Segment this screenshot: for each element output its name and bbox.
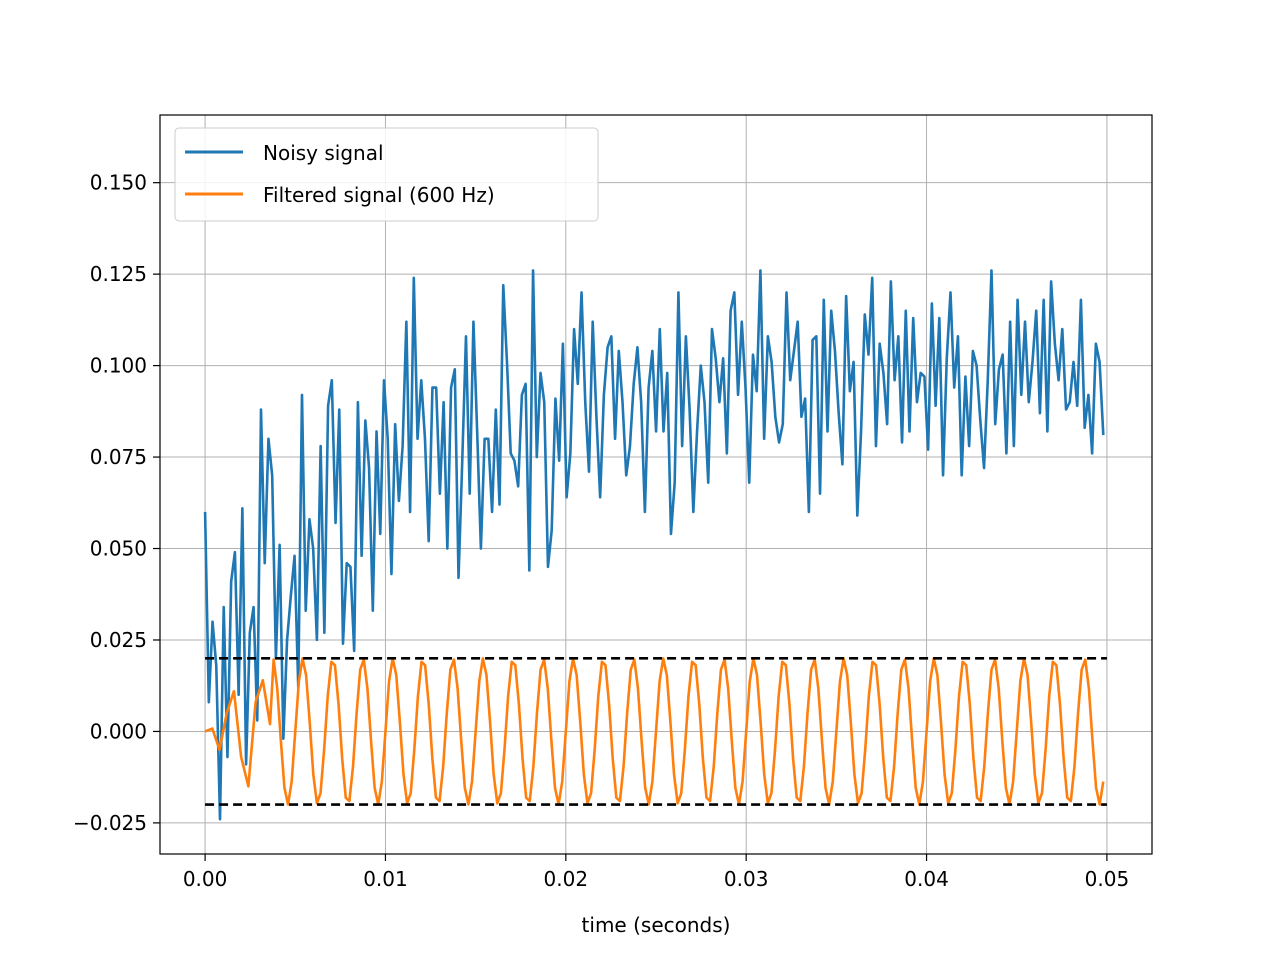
series-line-noisy-signal bbox=[203, 269, 1105, 821]
legend-label-noisy-signal: Noisy signal bbox=[263, 141, 384, 165]
axis-ticks: 0.00 0.01 0.02 0.03 0.04 0.05 −0.025 0.000 0.025… bbox=[73, 171, 1129, 891]
legend-frame bbox=[174, 127, 599, 222]
y-tick-label: 0.100 bbox=[90, 354, 147, 378]
series-area bbox=[203, 269, 1107, 821]
x-tick-label: 0.02 bbox=[544, 867, 589, 891]
x-tick-label: 0.04 bbox=[904, 867, 949, 891]
y-tick-label: 0.000 bbox=[90, 719, 147, 743]
x-tick-label: 0.05 bbox=[1085, 867, 1130, 891]
x-tick-label: 0.03 bbox=[724, 867, 769, 891]
y-tick-label: 0.150 bbox=[90, 171, 147, 195]
x-tick-label: 0.00 bbox=[183, 867, 228, 891]
legend-label-filtered-signal: Filtered signal (600 Hz) bbox=[263, 183, 495, 207]
plot-frame bbox=[159, 114, 1153, 855]
y-tick-label: −0.025 bbox=[73, 811, 147, 835]
x-tick-label: 0.01 bbox=[363, 867, 408, 891]
x-axis-label: time (seconds) bbox=[582, 913, 731, 937]
series-line-filtered-signal bbox=[204, 657, 1105, 806]
legend: Noisy signal Filtered signal (600 Hz) bbox=[174, 127, 599, 222]
y-tick-label: 0.050 bbox=[90, 537, 147, 561]
y-tick-label: 0.125 bbox=[90, 262, 147, 286]
y-tick-label: 0.075 bbox=[90, 445, 147, 469]
y-tick-label: 0.025 bbox=[90, 628, 147, 652]
